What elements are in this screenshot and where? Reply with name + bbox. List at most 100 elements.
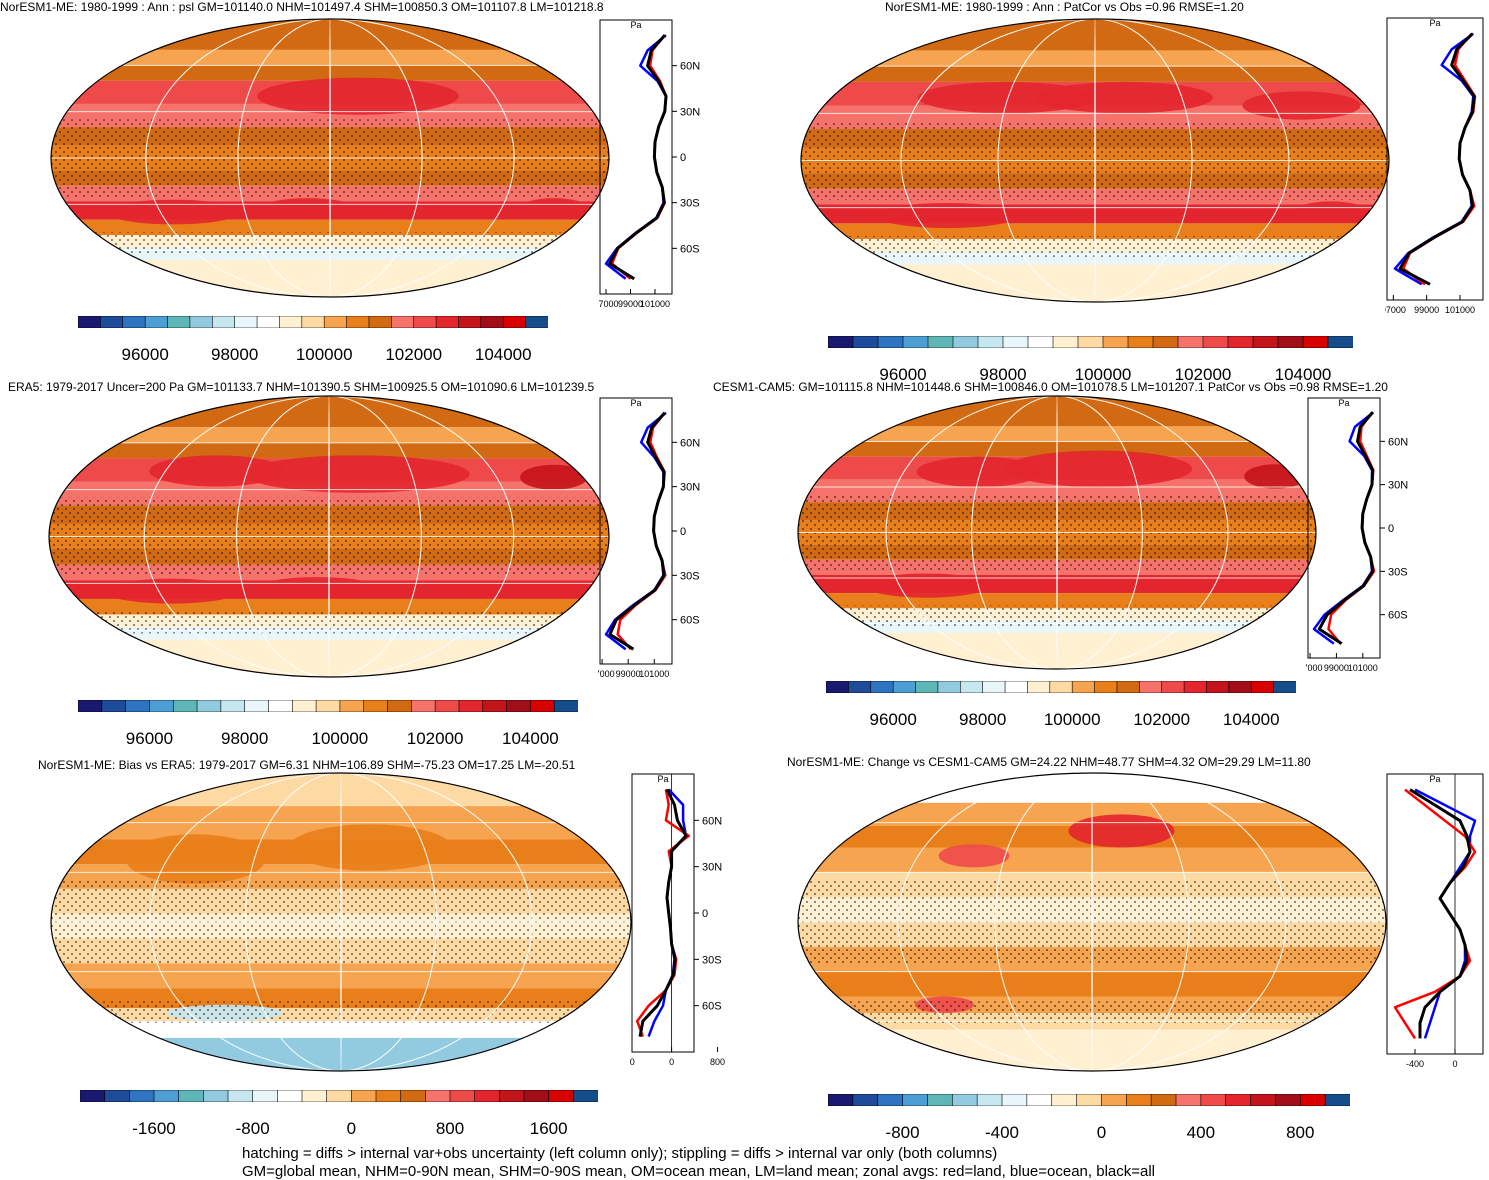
colorbar-swatch	[1027, 681, 1051, 693]
graticule-meridian	[885, 396, 1229, 669]
colorbar	[828, 1094, 1350, 1106]
colorbar	[78, 700, 578, 712]
colorbar-swatch	[902, 1094, 929, 1106]
colorbar-swatch	[877, 1094, 904, 1106]
colorbar-swatch	[220, 700, 246, 712]
graticule-meridian	[236, 396, 422, 677]
zonal-plot-frame	[599, 19, 673, 295]
colorbar-swatch	[553, 700, 578, 712]
colorbar-swatch	[244, 700, 270, 712]
map	[50, 18, 610, 298]
colorbar-swatch	[203, 1090, 229, 1102]
lat-tick-label: 30N	[680, 106, 700, 118]
graticule-meridian	[149, 773, 533, 1071]
lat-tick-label: 60S	[680, 615, 700, 627]
colorbar-swatch	[400, 1090, 427, 1102]
colorbar-labels: 96000 98000 100000 102000 104000	[828, 365, 1353, 385]
zonal-line-ocean	[604, 411, 667, 651]
x-tick-label: 97000	[1306, 663, 1323, 673]
colorbar-swatch	[852, 1094, 879, 1106]
colorbar-label: 98000	[979, 365, 1027, 384]
colorbar-swatch	[530, 700, 555, 712]
graticule-meridian	[897, 773, 1287, 1071]
colorbar-swatch	[122, 316, 146, 328]
colorbar-swatch	[101, 700, 127, 712]
colorbar-label: 400	[1186, 1123, 1216, 1142]
graticule-meridian	[237, 19, 423, 297]
colorbar-swatch	[315, 700, 341, 712]
colorbar-swatch	[129, 1090, 155, 1102]
graticule-meridian	[244, 773, 438, 1071]
panel-title: NorESM1-ME: 1980-1999 : Ann : psl GM=101…	[0, 0, 604, 14]
anomaly-region	[288, 824, 452, 871]
colorbar-swatch	[1227, 336, 1254, 348]
colorbar-swatch	[301, 316, 325, 328]
lat-tick-label: 0	[1388, 523, 1394, 535]
colorbar-swatch	[449, 1090, 476, 1102]
colorbar-swatch	[1127, 336, 1154, 348]
colorbar-swatch	[363, 700, 389, 712]
colorbar-label: 104000	[474, 345, 532, 364]
colorbar-swatch	[256, 316, 281, 328]
colorbar-swatch	[178, 1090, 205, 1102]
lat-tick-label: 60S	[1388, 610, 1408, 622]
colorbar-swatch	[323, 316, 348, 328]
colorbar-swatch	[153, 1090, 180, 1102]
lat-tick-label: 30S	[702, 954, 722, 966]
lat-tick-label: 60N	[702, 815, 722, 827]
panel-title: NorESM1-ME: Bias vs ERA5: 1979-2017 GM=6…	[38, 758, 576, 772]
colorbar-swatch	[434, 700, 460, 712]
colorbar-label: 100000	[1074, 365, 1132, 384]
map-outline	[797, 772, 1387, 1072]
zonal-mean-plot: Pa 60N 30N 0 30S 60S 9700099000101000	[598, 397, 700, 679]
colorbar-swatch	[852, 336, 879, 348]
lat-tick-label: 30N	[702, 862, 722, 874]
colorbar-swatch	[826, 681, 850, 693]
anomaly-region	[1036, 81, 1213, 114]
colorbar-label: -1600	[132, 1119, 176, 1138]
colorbar-label: 0	[346, 1119, 357, 1138]
colorbar-swatch	[870, 681, 894, 693]
colorbar-swatch	[1250, 681, 1275, 693]
colorbar-swatch	[523, 1090, 550, 1102]
colorbar-swatch	[277, 1090, 303, 1102]
colorbar-swatch	[1150, 1094, 1177, 1106]
colorbar-label: 96000	[125, 729, 174, 748]
graticule-meridian	[143, 396, 515, 677]
anomaly-region	[864, 573, 990, 598]
colorbar-labels: 96000 98000 100000 102000 104000	[78, 729, 578, 749]
footer-line-1: hatching = diffs > internal var+obs unce…	[242, 1145, 998, 1162]
x-tick-label: -400	[1406, 1059, 1424, 1069]
graticule-meridian	[329, 19, 331, 297]
x-tick-label: 101000	[1445, 305, 1475, 315]
zonal-line-all	[608, 34, 668, 281]
graticule-meridian	[1091, 773, 1093, 1071]
anomaly-region	[876, 202, 1019, 229]
colorbar-label: 102000	[385, 345, 443, 364]
zonal-plot-frame	[1307, 397, 1381, 659]
zonal-line-ocean	[1414, 788, 1477, 1039]
x-tick-label: -800	[630, 1057, 635, 1067]
zonal-line-land	[610, 34, 668, 280]
colorbar-label: 98000	[959, 710, 1007, 729]
zonal-mean-plot: Pa -400 0	[1386, 773, 1484, 1069]
zonal-line-all	[1398, 32, 1476, 286]
colorbar-swatch	[1076, 1094, 1103, 1106]
graticule-meridian	[328, 396, 330, 677]
x-tick-label: 101000	[640, 299, 670, 309]
zonal-plot-frame	[1386, 17, 1484, 301]
colorbar-label: 800	[435, 1119, 465, 1138]
colorbar-labels: 96000 98000 100000 102000 104000	[826, 710, 1296, 730]
anomaly-region	[125, 834, 266, 884]
graticule-meridian	[971, 396, 1143, 669]
colorbar-swatch	[892, 681, 917, 693]
colorbar-label: 1600	[529, 1119, 568, 1138]
colorbar-swatch	[1228, 681, 1253, 693]
zonal-mean-plot: Pa 60N 30N 0 30S 60S 9700099000101000	[598, 19, 700, 309]
colorbar-swatch	[959, 681, 984, 693]
colorbar-swatch	[172, 700, 198, 712]
colorbar-swatch	[1071, 681, 1096, 693]
colorbar-label: 102000	[1133, 710, 1191, 729]
colorbar-swatch	[977, 336, 1004, 348]
x-tick-label: 99000	[1414, 305, 1439, 315]
